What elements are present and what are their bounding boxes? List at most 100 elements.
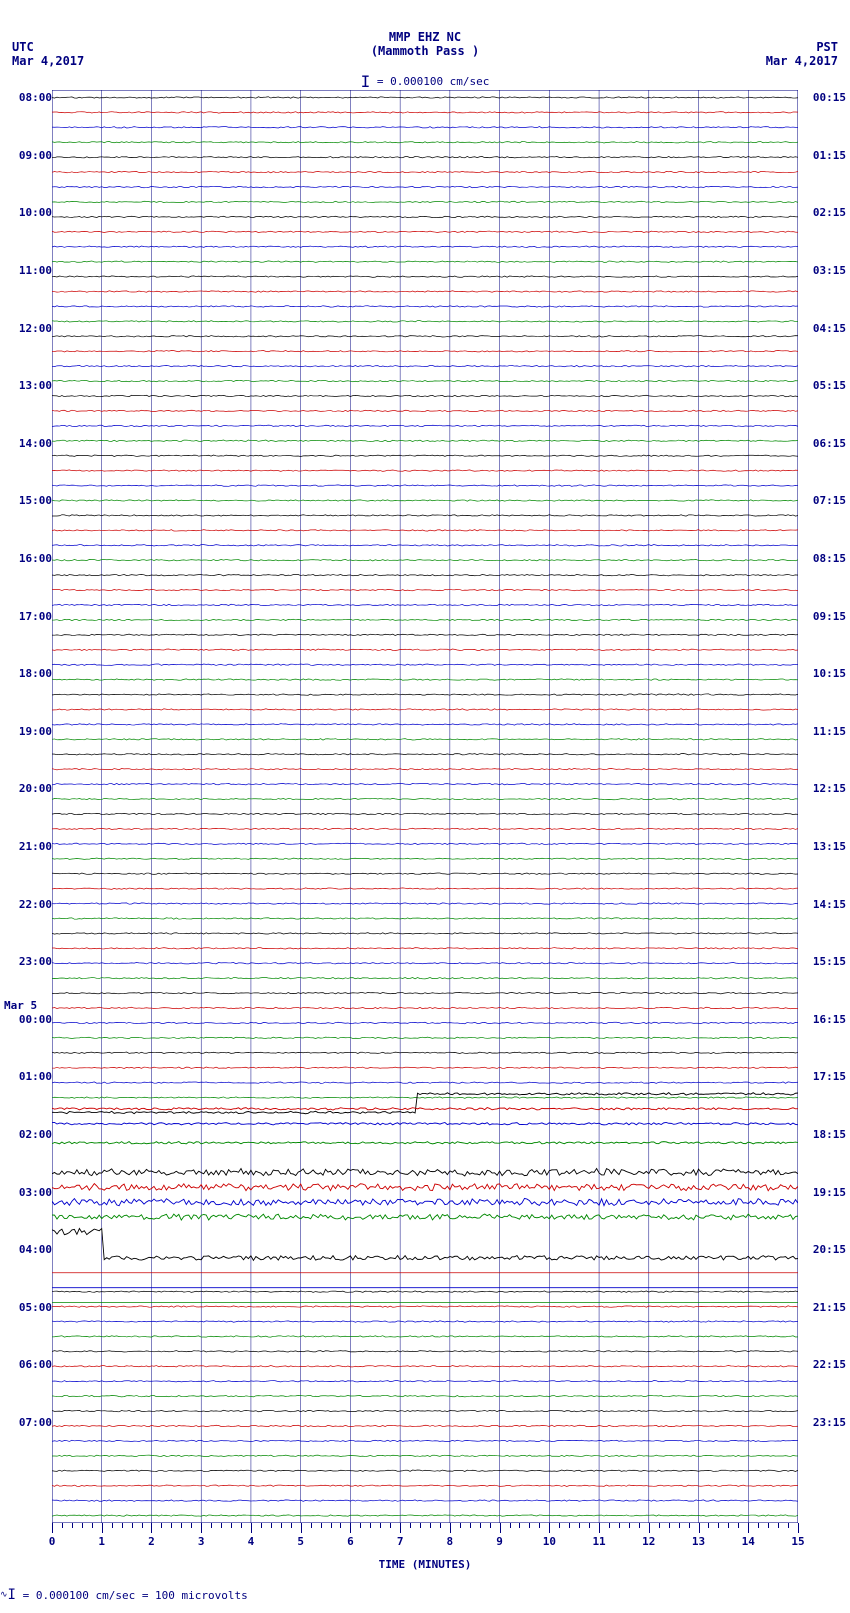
x-tick-minor: [519, 1523, 520, 1528]
x-tick-minor: [420, 1523, 421, 1528]
x-tick-minor: [132, 1523, 133, 1528]
x-tick-minor: [659, 1523, 660, 1528]
pst-hour-label: 01:15: [813, 149, 846, 162]
utc-hour-label: 05:00: [4, 1301, 52, 1314]
x-tick-label: 2: [148, 1535, 155, 1548]
x-tick-minor: [291, 1523, 292, 1528]
x-tick-minor: [579, 1523, 580, 1528]
x-tick-minor: [619, 1523, 620, 1528]
x-tick-label: 15: [791, 1535, 804, 1548]
pst-hour-label: 17:15: [813, 1070, 846, 1083]
pst-hour-label: 00:15: [813, 91, 846, 104]
x-tick-minor: [72, 1523, 73, 1528]
x-tick-minor: [569, 1523, 570, 1528]
pst-hour-label: 04:15: [813, 322, 846, 335]
header: MMP EHZ NC (Mammoth Pass ): [0, 30, 850, 58]
utc-hour-label: 12:00: [4, 322, 52, 335]
utc-hour-label: 21:00: [4, 840, 52, 853]
utc-hour-label: 06:00: [4, 1358, 52, 1371]
x-tick-minor: [142, 1523, 143, 1528]
pst-hour-label: 23:15: [813, 1416, 846, 1429]
station-code: MMP EHZ NC: [0, 30, 850, 44]
utc-hour-label: 04:00: [4, 1243, 52, 1256]
pst-hour-label: 22:15: [813, 1358, 846, 1371]
x-tick-minor: [728, 1523, 729, 1528]
x-tick-minor: [440, 1523, 441, 1528]
x-tick-minor: [62, 1523, 63, 1528]
utc-hour-label: 22:00: [4, 898, 52, 911]
x-tick-minor: [191, 1523, 192, 1528]
pst-hour-label: 21:15: [813, 1301, 846, 1314]
utc-hour-label: 07:00: [4, 1416, 52, 1429]
pst-hour-label: 20:15: [813, 1243, 846, 1256]
x-tick-major: [102, 1523, 103, 1533]
x-tick-minor: [380, 1523, 381, 1528]
x-tick-major: [699, 1523, 700, 1533]
x-tick-label: 8: [447, 1535, 454, 1548]
x-tick-minor: [221, 1523, 222, 1528]
x-tick-minor: [410, 1523, 411, 1528]
right-tz-label: PST: [766, 40, 838, 54]
utc-hour-label: 16:00: [4, 552, 52, 565]
utc-hour-label: 19:00: [4, 725, 52, 738]
pst-hour-label: 12:15: [813, 782, 846, 795]
x-tick-label: 14: [742, 1535, 755, 1548]
utc-hour-label: 02:00: [4, 1128, 52, 1141]
x-tick-minor: [529, 1523, 530, 1528]
x-tick-minor: [480, 1523, 481, 1528]
x-tick-label: 0: [49, 1535, 56, 1548]
x-tick-major: [201, 1523, 202, 1533]
x-tick-major: [649, 1523, 650, 1533]
x-tick-minor: [261, 1523, 262, 1528]
x-tick-major: [301, 1523, 302, 1533]
left-timezone: UTC Mar 4,2017: [12, 40, 84, 68]
x-tick-minor: [758, 1523, 759, 1528]
x-tick-label: 7: [397, 1535, 404, 1548]
utc-hour-label: 10:00: [4, 206, 52, 219]
x-tick-label: 12: [642, 1535, 655, 1548]
x-tick-label: 11: [592, 1535, 605, 1548]
x-tick-minor: [470, 1523, 471, 1528]
x-tick-minor: [181, 1523, 182, 1528]
x-tick-major: [251, 1523, 252, 1533]
utc-hour-label: 15:00: [4, 494, 52, 507]
x-tick-minor: [112, 1523, 113, 1528]
x-tick-minor: [669, 1523, 670, 1528]
pst-hour-label: 15:15: [813, 955, 846, 968]
x-tick-minor: [738, 1523, 739, 1528]
footer-text: = 0.000100 cm/sec = 100 microvolts: [23, 1589, 248, 1602]
utc-hour-label: 09:00: [4, 149, 52, 162]
x-tick-label: 1: [98, 1535, 105, 1548]
x-tick-minor: [241, 1523, 242, 1528]
pst-hour-label: 18:15: [813, 1128, 846, 1141]
x-tick-minor: [340, 1523, 341, 1528]
right-date: Mar 4,2017: [766, 54, 838, 68]
x-tick-minor: [559, 1523, 560, 1528]
midnight-date-label: Mar 5: [4, 999, 37, 1012]
x-tick-minor: [609, 1523, 610, 1528]
utc-hour-label: 17:00: [4, 610, 52, 623]
right-timezone: PST Mar 4,2017: [766, 40, 838, 68]
pst-hour-label: 05:15: [813, 379, 846, 392]
x-tick-label: 10: [543, 1535, 556, 1548]
pst-hour-label: 11:15: [813, 725, 846, 738]
seismogram-svg: [52, 90, 798, 1523]
x-tick-major: [52, 1523, 53, 1533]
x-tick-minor: [171, 1523, 172, 1528]
x-tick-minor: [211, 1523, 212, 1528]
x-tick-minor: [629, 1523, 630, 1528]
x-tick-label: 6: [347, 1535, 354, 1548]
utc-hour-label: 00:00: [4, 1013, 52, 1026]
x-tick-minor: [708, 1523, 709, 1528]
x-tick-minor: [510, 1523, 511, 1528]
pst-hour-label: 16:15: [813, 1013, 846, 1026]
utc-hour-label: 03:00: [4, 1186, 52, 1199]
x-tick-minor: [231, 1523, 232, 1528]
utc-hour-label: 13:00: [4, 379, 52, 392]
utc-hour-label: 11:00: [4, 264, 52, 277]
utc-hour-label: 01:00: [4, 1070, 52, 1083]
pst-hour-label: 10:15: [813, 667, 846, 680]
x-tick-minor: [778, 1523, 779, 1528]
pst-hour-label: 08:15: [813, 552, 846, 565]
utc-hour-label: 08:00: [4, 91, 52, 104]
